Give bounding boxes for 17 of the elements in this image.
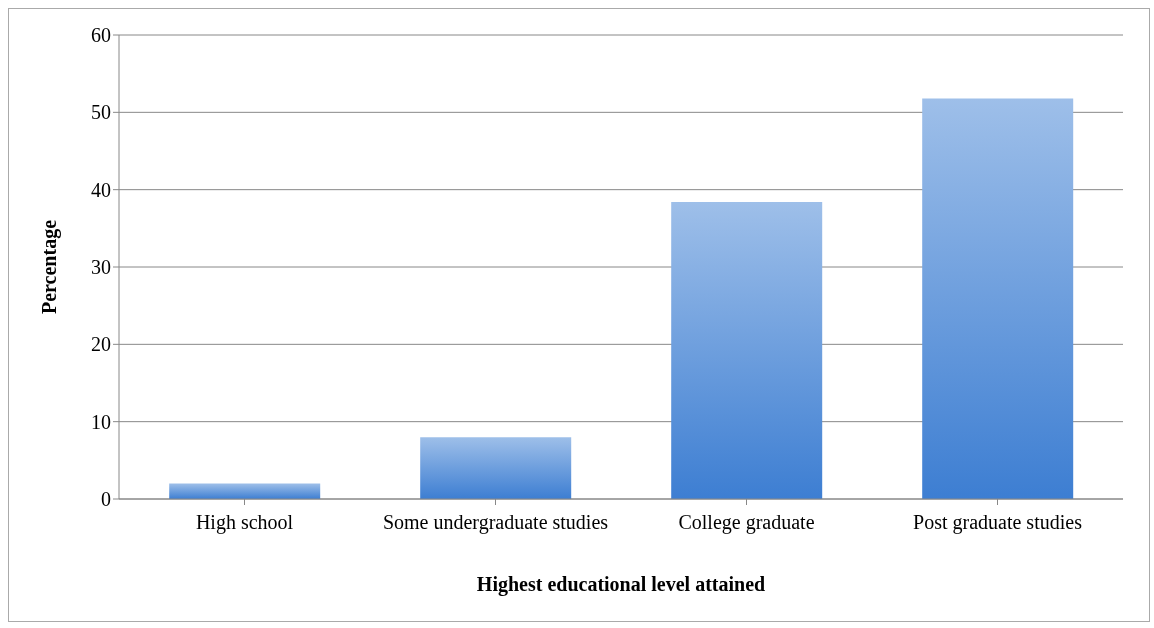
x-tick-label: High school xyxy=(195,511,294,535)
y-tick-label: 30 xyxy=(91,256,111,279)
y-tick-label: 40 xyxy=(91,178,111,201)
y-tick-label: 20 xyxy=(91,333,111,356)
bar xyxy=(169,483,321,499)
y-tick-label: 50 xyxy=(91,101,111,124)
x-tick-label: Post graduate studies xyxy=(913,511,1083,535)
x-tick-label: College graduate xyxy=(678,511,815,535)
y-axis-title: Percentage xyxy=(38,219,62,315)
bar xyxy=(671,202,823,499)
y-tick-label: 0 xyxy=(101,488,111,511)
bar xyxy=(922,98,1074,499)
bar xyxy=(420,437,572,499)
x-tick-label: Some undergraduate studies xyxy=(382,511,609,535)
y-tick-label: 10 xyxy=(91,410,111,433)
y-tick-label: 60 xyxy=(91,24,111,47)
x-axis-title: Highest educational level attained xyxy=(476,573,766,596)
